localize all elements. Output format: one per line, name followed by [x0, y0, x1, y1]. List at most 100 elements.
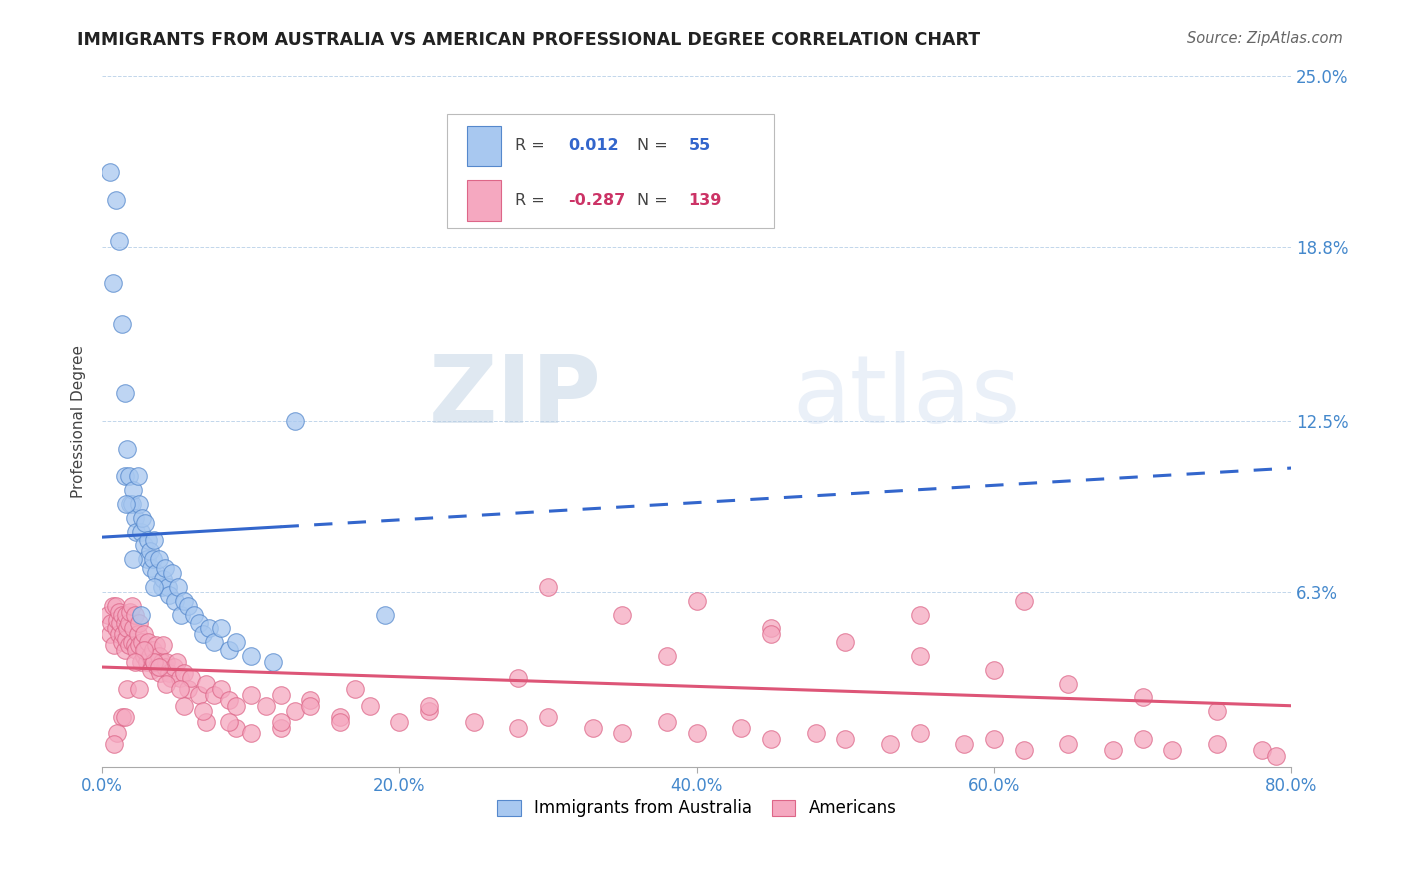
Point — [132, 643, 155, 657]
Point — [101, 599, 124, 614]
Point — [121, 497, 143, 511]
Point — [374, 607, 396, 622]
Point — [124, 510, 146, 524]
Point — [209, 621, 232, 635]
Point — [103, 638, 125, 652]
Point — [125, 643, 148, 657]
Text: N =: N = — [637, 138, 673, 153]
Point — [120, 497, 142, 511]
Point — [759, 627, 782, 641]
Point — [193, 627, 215, 641]
Point — [155, 655, 177, 669]
Point — [218, 643, 240, 657]
Point — [117, 682, 139, 697]
Point — [187, 688, 209, 702]
Point — [139, 648, 162, 663]
Point — [136, 635, 159, 649]
Point — [225, 721, 247, 735]
Point — [169, 682, 191, 697]
Point — [463, 715, 485, 730]
Y-axis label: Professional Degree: Professional Degree — [72, 344, 86, 498]
Point — [150, 655, 173, 669]
Point — [218, 715, 240, 730]
Point — [270, 688, 292, 702]
Point — [1206, 704, 1229, 718]
Point — [1206, 738, 1229, 752]
Point — [97, 607, 120, 622]
Point — [195, 715, 218, 730]
Text: R =: R = — [515, 138, 550, 153]
Point — [134, 643, 156, 657]
Point — [834, 635, 856, 649]
Point — [183, 607, 205, 622]
Point — [418, 704, 440, 718]
Point — [122, 621, 145, 635]
Point — [143, 655, 166, 669]
Point — [101, 276, 124, 290]
Point — [218, 693, 240, 707]
Point — [114, 643, 136, 657]
Point — [115, 497, 138, 511]
Point — [1012, 593, 1035, 607]
Point — [120, 605, 142, 619]
Point — [537, 710, 560, 724]
Point — [141, 560, 163, 574]
Point — [117, 442, 139, 456]
Point — [110, 710, 132, 724]
Point — [114, 710, 136, 724]
Point — [105, 613, 128, 627]
Point — [139, 544, 162, 558]
Text: 0.012: 0.012 — [568, 138, 619, 153]
Point — [141, 663, 163, 677]
Point — [173, 698, 195, 713]
Point — [239, 726, 262, 740]
Point — [508, 721, 530, 735]
Point — [198, 621, 221, 635]
Point — [153, 560, 176, 574]
Point — [127, 627, 149, 641]
Point — [270, 715, 292, 730]
Point — [582, 721, 605, 735]
Point — [388, 715, 411, 730]
Point — [1132, 731, 1154, 746]
Point — [103, 738, 125, 752]
Point — [193, 704, 215, 718]
Point — [115, 632, 138, 647]
Point — [160, 566, 183, 580]
Point — [121, 599, 143, 614]
Point — [177, 599, 200, 614]
Point — [98, 627, 121, 641]
Point — [225, 698, 247, 713]
Point — [418, 698, 440, 713]
Point — [132, 538, 155, 552]
Text: -0.287: -0.287 — [568, 193, 626, 208]
Point — [131, 635, 153, 649]
FancyBboxPatch shape — [467, 180, 501, 220]
Point — [134, 516, 156, 531]
Point — [143, 655, 166, 669]
Point — [163, 593, 186, 607]
Point — [118, 469, 141, 483]
Point — [146, 660, 169, 674]
Point — [110, 318, 132, 332]
Point — [128, 638, 150, 652]
Point — [537, 580, 560, 594]
Point — [254, 698, 277, 713]
Point — [143, 580, 166, 594]
Point — [1265, 748, 1288, 763]
Point — [142, 552, 165, 566]
FancyBboxPatch shape — [467, 126, 501, 166]
Point — [612, 607, 634, 622]
Text: IMMIGRANTS FROM AUSTRALIA VS AMERICAN PROFESSIONAL DEGREE CORRELATION CHART: IMMIGRANTS FROM AUSTRALIA VS AMERICAN PR… — [77, 31, 980, 49]
Point — [209, 682, 232, 697]
Point — [107, 627, 129, 641]
Point — [98, 165, 121, 179]
Point — [136, 533, 159, 547]
Point — [804, 726, 827, 740]
Text: 139: 139 — [689, 193, 721, 208]
Point — [114, 469, 136, 483]
Text: 55: 55 — [689, 138, 710, 153]
Point — [111, 627, 134, 641]
Point — [129, 524, 152, 539]
Point — [655, 715, 678, 730]
